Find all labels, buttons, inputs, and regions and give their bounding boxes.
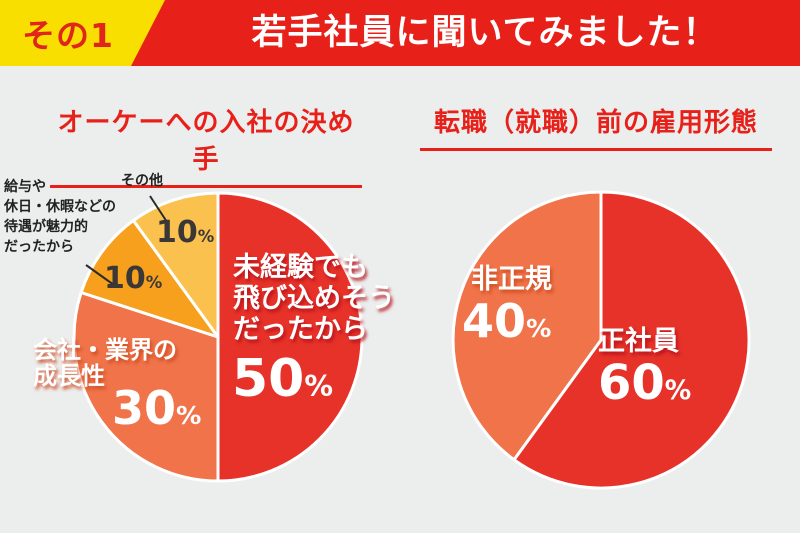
left-pie-slice-10pct-benefits — [79, 219, 220, 339]
right-pie-slice-40pct — [451, 190, 603, 462]
right-slice-60-value: 60% — [598, 357, 691, 417]
left-slice-10-other-percent-sign: % — [197, 227, 215, 246]
right-pie-chart — [451, 190, 751, 490]
left-slice-10-benefits-value: 10% — [104, 262, 162, 300]
right-slice-60-number: 60 — [598, 355, 665, 411]
left-slice-10-benefits-number: 10 — [104, 261, 146, 296]
left-slice-30-value: 30% — [112, 383, 201, 441]
benefits-callout-leader-line — [85, 264, 115, 286]
left-slice-50-value: 50% — [232, 351, 333, 414]
left-slice-10-other-number: 10 — [156, 215, 198, 250]
right-chart-title: 転職（就職）前の雇用形態 — [420, 102, 772, 151]
step-badge-label: その1 — [22, 16, 114, 55]
other-callout-label: その他 — [121, 173, 163, 189]
left-slice-30-percent-sign: % — [176, 401, 202, 430]
right-slice-60-label: 正社員 — [598, 326, 679, 357]
left-pie-slice-10pct-other — [131, 191, 220, 339]
right-slice-40-number: 40 — [462, 294, 527, 348]
left-slice-30-number: 30 — [112, 381, 177, 435]
left-slice-50-number: 50 — [232, 349, 305, 409]
right-slice-60-percent-sign: % — [664, 375, 692, 406]
right-pie-slice-60pct — [512, 190, 751, 490]
benefits-callout-label: 給与や 休日・休暇などの 待遇が魅力的 だったから — [4, 179, 116, 255]
other-callout-leader-line — [149, 195, 168, 223]
left-slice-30-label: 会社・業界の 成長性 — [33, 336, 177, 390]
header-banner: その1 若手社員に聞いてみました！ — [0, 0, 800, 66]
left-slice-10-benefits-percent-sign: % — [145, 273, 163, 292]
left-chart-title: オーケーへの入社の決め手 — [50, 102, 362, 188]
left-pie-slice-30pct — [72, 291, 220, 483]
page-title: 若手社員に聞いてみました！ — [251, 13, 719, 53]
right-slice-40-label: 非正規 — [471, 264, 552, 295]
left-pie-slice-50pct — [216, 191, 364, 483]
left-slice-50-percent-sign: % — [304, 369, 334, 403]
left-slice-50-label: 未経験でも 飛び込めそう だったから — [233, 252, 395, 345]
right-slice-40-percent-sign: % — [526, 314, 552, 343]
left-slice-10-other-value: 10% — [156, 216, 214, 254]
left-pie-chart — [72, 191, 364, 483]
right-slice-40-value: 40% — [462, 296, 551, 354]
